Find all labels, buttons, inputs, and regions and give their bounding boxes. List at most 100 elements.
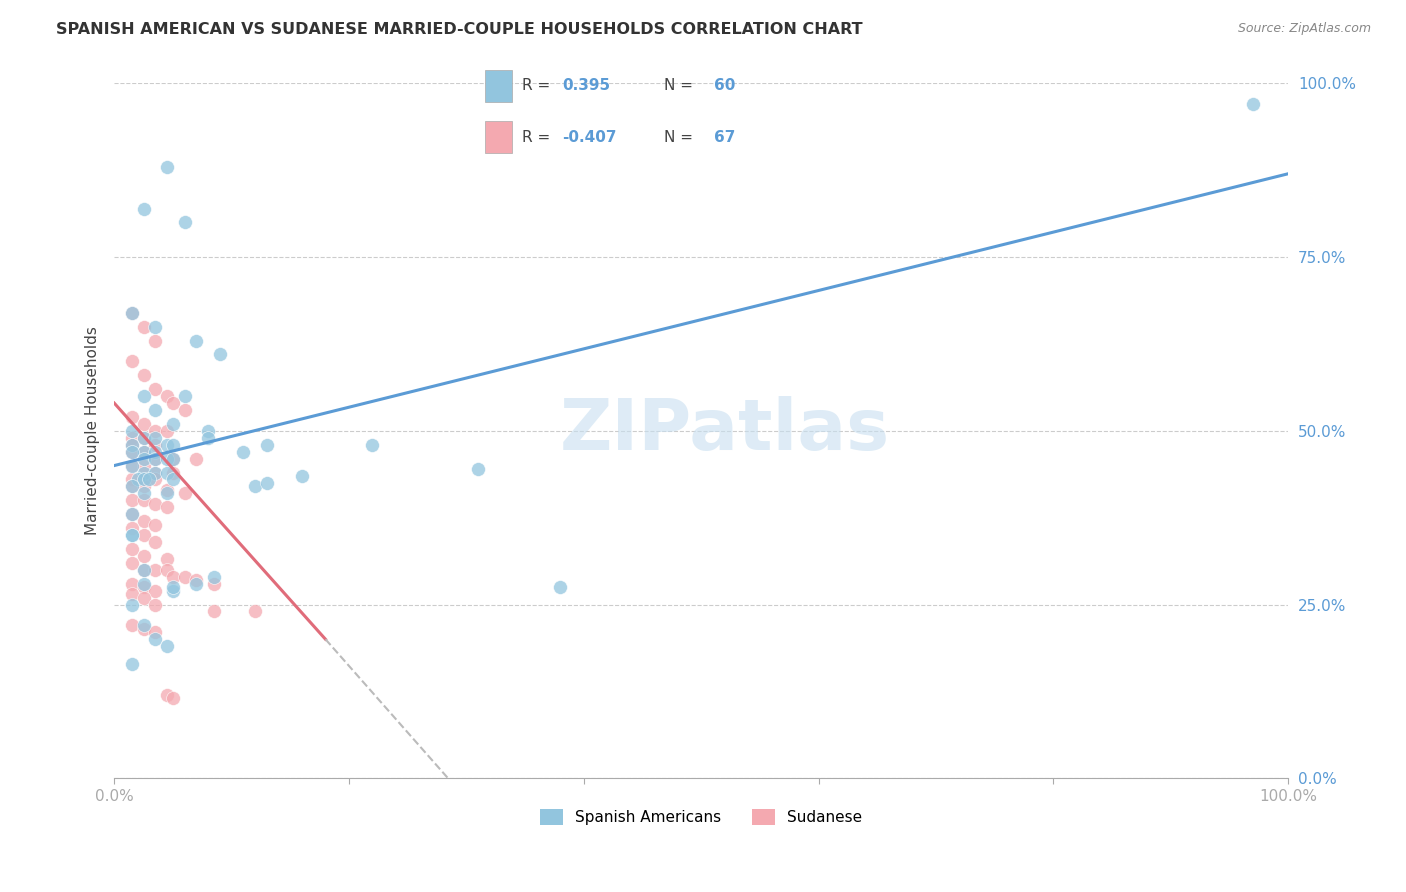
Point [132,458,155,473]
Point [467,462,489,476]
Point [143,451,166,466]
Point [132,202,155,216]
Point [121,479,143,493]
Point [143,466,166,480]
Point [121,424,143,438]
Point [132,576,155,591]
Point [132,389,155,403]
Point [121,479,143,493]
Point [121,507,143,521]
Point [121,354,143,368]
Point [156,563,179,577]
Point [156,639,179,653]
Point [186,573,208,587]
Point [186,576,208,591]
Point [156,688,179,702]
Point [121,438,143,452]
FancyBboxPatch shape [485,70,512,102]
Point [121,473,143,487]
Point [156,160,179,174]
Point [143,382,166,396]
Point [121,438,143,452]
Point [156,466,179,480]
Point [132,622,155,636]
Point [132,466,155,480]
Point [138,473,160,487]
Text: N =: N = [664,129,693,145]
Point [143,497,166,511]
Text: ZIPatlas: ZIPatlas [560,396,890,466]
Point [143,517,166,532]
Point [132,479,155,493]
Point [132,444,155,458]
Point [121,458,143,473]
Point [173,215,195,229]
Point [162,417,184,431]
Point [121,431,143,445]
Point [256,438,278,452]
Point [121,521,143,535]
Point [162,466,184,480]
Point [143,431,166,445]
Point [202,605,225,619]
Point [156,424,179,438]
Point [132,431,155,445]
Point [143,625,166,640]
Point [132,319,155,334]
Point [1241,97,1264,112]
Point [143,473,166,487]
Point [173,570,195,584]
Text: 60: 60 [714,78,735,94]
Point [243,479,266,493]
Text: R =: R = [522,129,550,145]
Point [173,403,195,417]
Point [143,632,166,647]
Point [143,424,166,438]
Point [127,473,149,487]
Point [143,466,166,480]
Point [162,473,184,487]
Point [132,473,155,487]
Point [132,486,155,500]
Point [143,563,166,577]
Point [156,486,179,500]
FancyBboxPatch shape [485,121,512,153]
Point [121,507,143,521]
Point [143,583,166,598]
Point [121,444,143,458]
Text: SPANISH AMERICAN VS SUDANESE MARRIED-COUPLE HOUSEHOLDS CORRELATION CHART: SPANISH AMERICAN VS SUDANESE MARRIED-COU… [56,22,863,37]
Point [162,580,184,594]
Point [143,334,166,348]
Point [208,347,231,361]
Point [132,431,155,445]
Point [121,458,143,473]
Point [132,493,155,508]
Point [197,424,219,438]
Legend: Spanish Americans, Sudanese: Spanish Americans, Sudanese [533,802,870,833]
Point [132,580,155,594]
Text: 67: 67 [714,129,735,145]
Point [256,475,278,490]
Point [143,598,166,612]
Point [121,657,143,671]
Point [173,389,195,403]
Point [143,438,166,452]
Point [162,396,184,410]
Point [143,451,166,466]
Point [132,368,155,383]
Point [132,618,155,632]
Point [186,334,208,348]
Point [162,691,184,706]
Point [121,556,143,570]
Text: N =: N = [664,78,693,94]
Y-axis label: Married-couple Households: Married-couple Households [86,326,100,535]
Point [162,451,184,466]
Point [291,469,314,483]
Point [132,549,155,563]
Point [121,444,143,458]
Point [156,389,179,403]
Point [132,591,155,605]
Point [121,409,143,424]
Point [162,570,184,584]
Point [232,444,254,458]
